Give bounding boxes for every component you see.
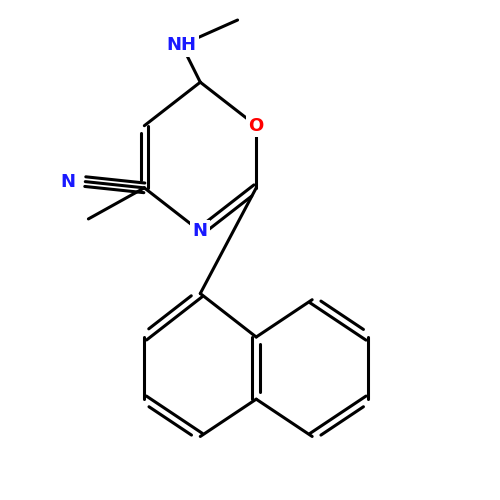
- Text: N: N: [193, 222, 208, 240]
- Text: O: O: [248, 116, 264, 134]
- Text: NH: NH: [166, 36, 196, 54]
- Text: N: N: [60, 172, 76, 190]
